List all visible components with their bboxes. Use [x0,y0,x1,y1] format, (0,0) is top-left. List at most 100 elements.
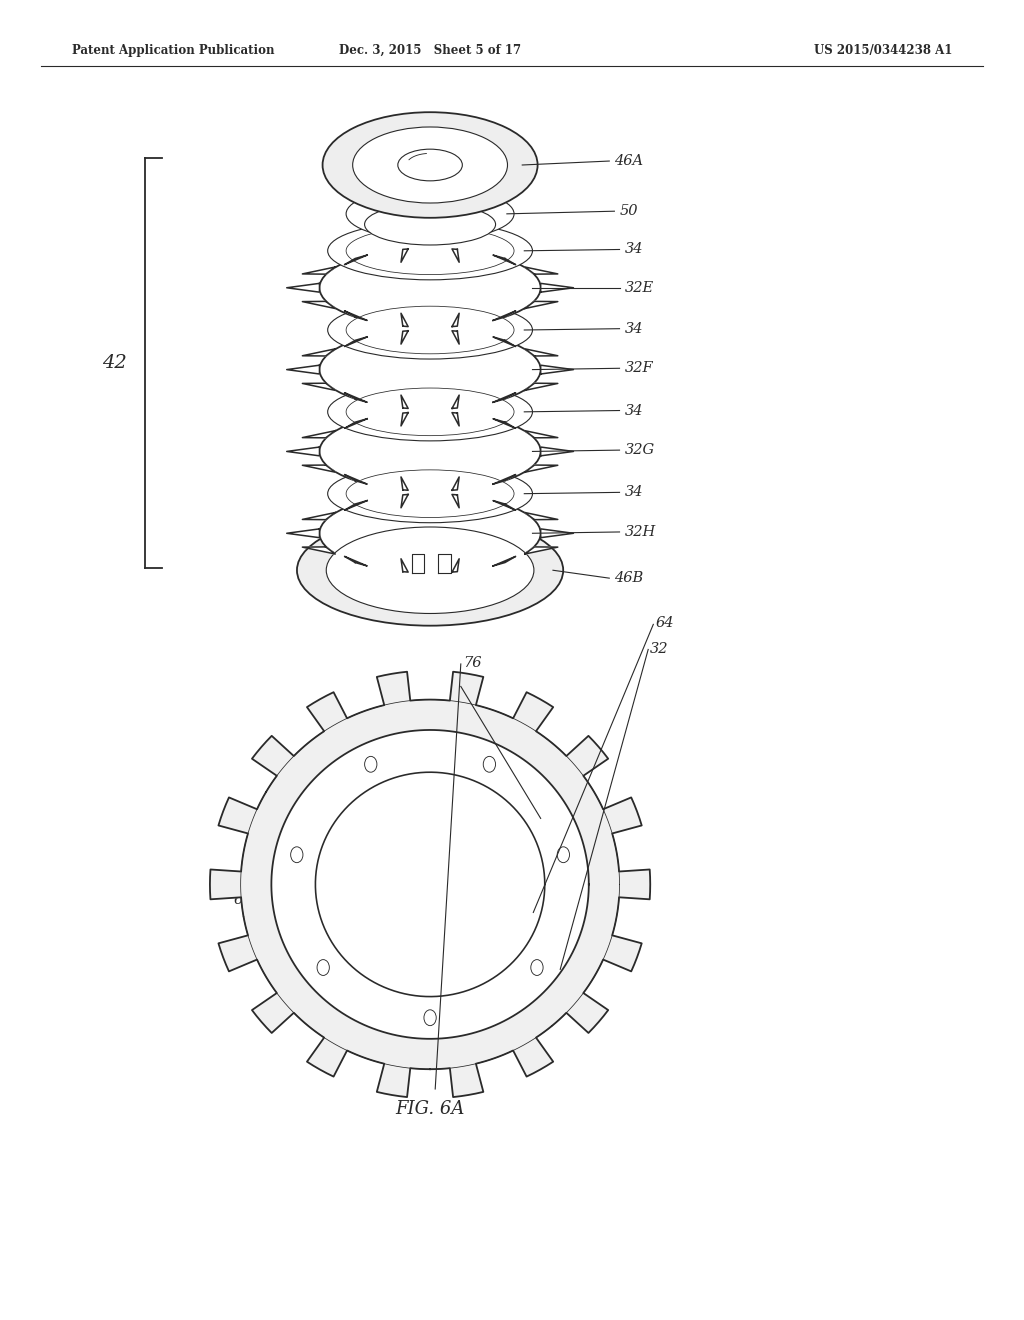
Polygon shape [401,495,409,508]
Polygon shape [302,301,335,309]
Polygon shape [302,430,335,438]
Polygon shape [493,312,516,321]
Text: Patent Application Publication: Patent Application Publication [72,44,274,57]
Polygon shape [452,495,459,508]
Ellipse shape [346,388,514,436]
Ellipse shape [346,227,514,275]
Polygon shape [525,348,558,356]
Text: 46A: 46A [614,154,643,168]
Polygon shape [493,475,516,484]
Ellipse shape [319,494,541,573]
Polygon shape [344,418,368,428]
Polygon shape [541,529,573,537]
Polygon shape [344,337,368,346]
Polygon shape [525,267,558,275]
Ellipse shape [297,515,563,626]
Polygon shape [287,447,319,455]
Ellipse shape [346,470,514,517]
Polygon shape [401,331,409,345]
Text: 46B: 46B [614,572,644,585]
Polygon shape [302,465,335,473]
Polygon shape [452,331,459,345]
Ellipse shape [328,222,532,280]
Polygon shape [452,477,459,490]
Polygon shape [525,512,558,520]
Polygon shape [344,393,368,403]
Polygon shape [210,672,650,1097]
Ellipse shape [397,149,463,181]
Text: 34: 34 [625,243,643,256]
Polygon shape [344,500,368,510]
Polygon shape [452,249,459,263]
Ellipse shape [352,127,508,203]
Polygon shape [541,447,573,455]
Text: 64: 64 [655,616,674,630]
Text: 76: 76 [463,656,481,669]
Polygon shape [525,430,558,438]
Text: 32G: 32G [625,444,654,457]
Polygon shape [438,554,451,573]
Polygon shape [525,383,558,391]
Polygon shape [302,267,335,275]
Ellipse shape [328,465,532,523]
Polygon shape [401,249,409,263]
Polygon shape [452,413,459,426]
Polygon shape [302,383,335,391]
Text: FIG. 6A: FIG. 6A [395,1100,465,1118]
Polygon shape [493,557,516,566]
Polygon shape [452,558,459,572]
Text: 34: 34 [625,486,643,499]
Polygon shape [401,413,409,426]
Text: 34: 34 [625,322,643,335]
Text: 50: 50 [620,205,638,218]
Polygon shape [525,301,558,309]
Ellipse shape [328,383,532,441]
Polygon shape [493,393,516,403]
Polygon shape [541,366,573,374]
Ellipse shape [327,527,534,614]
Text: 42: 42 [102,354,127,372]
Polygon shape [287,529,319,537]
Polygon shape [412,554,424,573]
Polygon shape [302,546,335,554]
Polygon shape [452,395,459,408]
Text: US 2015/0344238 A1: US 2015/0344238 A1 [814,44,952,57]
Polygon shape [493,337,516,346]
Polygon shape [401,558,409,572]
Polygon shape [401,477,409,490]
Text: 32E: 32E [625,281,653,294]
Polygon shape [344,255,368,264]
Polygon shape [344,312,368,321]
Polygon shape [344,557,368,566]
Ellipse shape [328,301,532,359]
Polygon shape [493,418,516,428]
Text: 76: 76 [543,812,561,825]
Polygon shape [493,500,516,510]
Polygon shape [302,512,335,520]
Ellipse shape [365,203,496,246]
Polygon shape [315,772,545,997]
Polygon shape [271,730,589,1039]
Ellipse shape [319,330,541,409]
Polygon shape [401,395,409,408]
Polygon shape [344,475,368,484]
Ellipse shape [319,412,541,491]
Text: 32F: 32F [625,362,653,375]
Text: FIG. 6: FIG. 6 [401,601,459,619]
Text: Dec. 3, 2015   Sheet 5 of 17: Dec. 3, 2015 Sheet 5 of 17 [339,44,521,57]
Text: 32: 32 [650,643,669,656]
Ellipse shape [346,187,514,240]
Ellipse shape [346,306,514,354]
Ellipse shape [323,112,538,218]
Text: 68: 68 [233,894,252,907]
Polygon shape [287,284,319,292]
Text: 32H: 32H [625,525,656,539]
Polygon shape [401,313,409,326]
Polygon shape [525,465,558,473]
Polygon shape [493,255,516,264]
Text: 34: 34 [625,404,643,417]
Ellipse shape [319,248,541,327]
Polygon shape [525,546,558,554]
Polygon shape [541,284,573,292]
Polygon shape [287,366,319,374]
